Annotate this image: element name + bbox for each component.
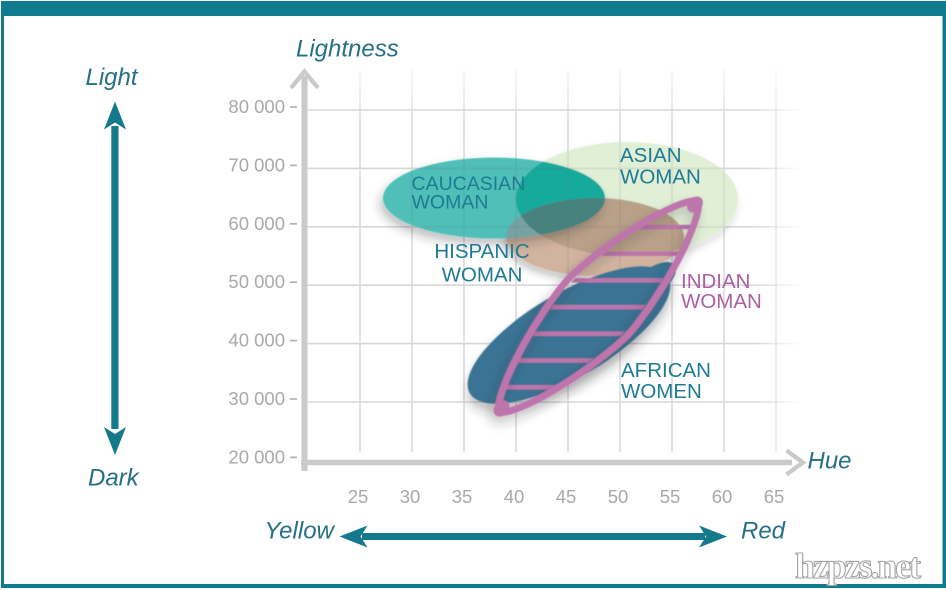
svg-text:WOMAN: WOMAN <box>442 264 523 287</box>
svg-text:60 000: 60 000 <box>228 213 285 234</box>
svg-text:45: 45 <box>556 486 577 507</box>
svg-text:80 000: 80 000 <box>228 96 285 117</box>
svg-text:20 000: 20 000 <box>228 446 285 467</box>
svg-text:Dark: Dark <box>88 465 141 492</box>
svg-text:WOMEN: WOMEN <box>621 380 702 403</box>
svg-text:65: 65 <box>764 486 785 507</box>
svg-text:CAUCASIAN: CAUCASIAN <box>412 173 526 195</box>
svg-text:INDIAN: INDIAN <box>681 270 750 293</box>
svg-text:Yellow: Yellow <box>265 518 336 545</box>
svg-text:hzpzs.net: hzpzs.net <box>795 546 921 586</box>
svg-text:ASIAN: ASIAN <box>620 144 682 167</box>
svg-text:40 000: 40 000 <box>228 330 285 351</box>
svg-text:Hue: Hue <box>808 448 852 475</box>
svg-text:25: 25 <box>348 486 369 507</box>
svg-text:30: 30 <box>400 486 421 507</box>
svg-text:Red: Red <box>741 518 786 545</box>
svg-text:35: 35 <box>452 486 473 507</box>
svg-text:Light: Light <box>86 64 139 91</box>
svg-text:HISPANIC: HISPANIC <box>434 240 529 263</box>
svg-text:30 000: 30 000 <box>228 388 285 409</box>
svg-text:AFRICAN: AFRICAN <box>621 359 711 382</box>
svg-text:Lightness: Lightness <box>296 36 399 63</box>
svg-text:70 000: 70 000 <box>228 154 285 175</box>
svg-text:WOMAN: WOMAN <box>620 166 701 189</box>
svg-text:40: 40 <box>504 486 525 507</box>
svg-text:50: 50 <box>608 486 629 507</box>
svg-text:55: 55 <box>660 486 681 507</box>
svg-text:50 000: 50 000 <box>228 271 285 292</box>
svg-text:60: 60 <box>712 486 733 507</box>
svg-text:WOMAN: WOMAN <box>681 290 762 313</box>
svg-text:WOMAN: WOMAN <box>412 192 489 214</box>
